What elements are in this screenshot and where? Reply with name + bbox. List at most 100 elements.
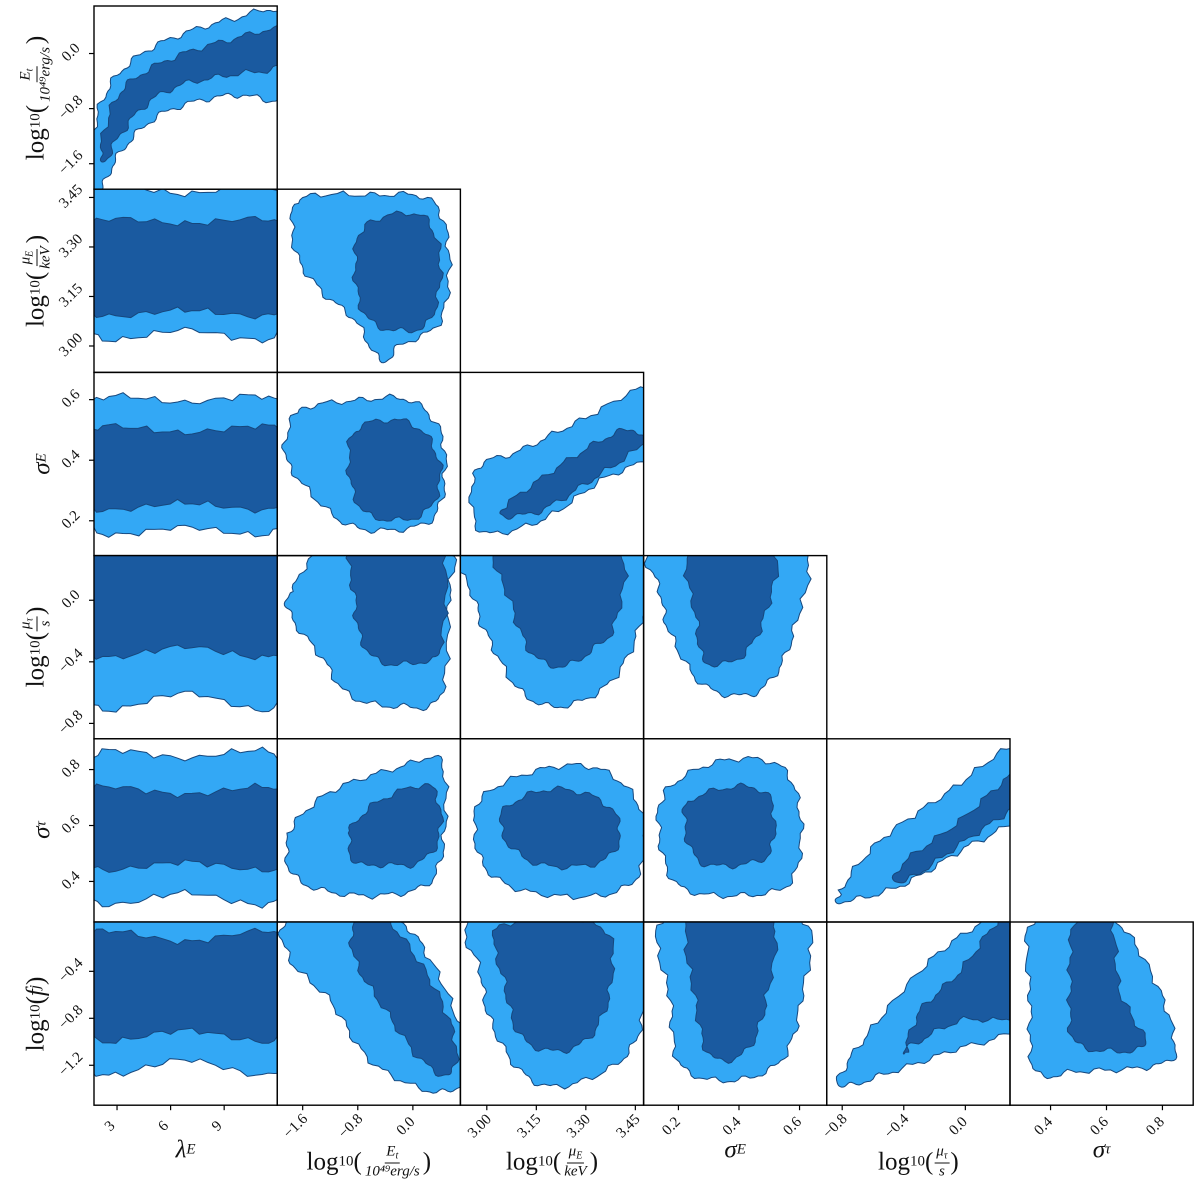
label-punct: ( <box>353 1148 362 1176</box>
fraction: μτ s <box>17 616 54 632</box>
label-part: 10⁴⁹erg/s <box>364 1163 420 1180</box>
fraction: Et 10⁴⁹erg/s <box>18 45 54 104</box>
fraction: μτ s <box>934 1143 950 1180</box>
label-part: E <box>576 1150 583 1162</box>
y-tick-label: 3.30 <box>56 231 86 261</box>
axis-label-log_muE: log 10(μE keV) <box>18 234 54 327</box>
label-part: 10 <box>27 112 44 128</box>
x-tick-label: 3.00 <box>465 1111 495 1141</box>
label-punct: ( <box>22 271 50 280</box>
contour-inner <box>94 555 278 661</box>
x-tick-label: 3.30 <box>564 1111 594 1141</box>
label-part: 10 <box>338 1153 354 1170</box>
label-part: f <box>22 988 50 996</box>
panel-log_fj-vs-sigma_tau <box>1023 922 1178 1080</box>
label-punct: ( <box>552 1148 562 1176</box>
label-part: keV <box>37 246 54 269</box>
axis-label-log_fj: log 10(f j) <box>22 976 50 1051</box>
x-tick-label: −0.8 <box>336 1111 367 1142</box>
x-tick-label: −0.8 <box>820 1111 851 1142</box>
label-part: 10 <box>27 1004 44 1020</box>
label-part: log <box>505 1148 538 1176</box>
contour-inner <box>345 418 444 522</box>
label-part: log <box>22 1019 50 1051</box>
contour-inner <box>94 215 278 320</box>
label-part: μ <box>936 1143 944 1160</box>
contour-inner <box>347 783 445 869</box>
contour-inner <box>345 555 449 667</box>
panel-log_fj-vs-log_Et <box>277 922 461 1094</box>
panel-sigma_tau-vs-lambda_E <box>94 746 278 909</box>
label-part: 10⁴⁹erg/s <box>37 46 54 102</box>
label-part: t <box>395 1150 399 1162</box>
y-tick-label: 0.2 <box>59 508 84 533</box>
contour-inner <box>491 922 616 1054</box>
label-punct: ( <box>22 995 50 1005</box>
panel-sigma_tau-vs-sigma_E <box>655 755 805 900</box>
panel-log_fj-vs-log_muE <box>464 922 644 1090</box>
panel-log_mutau-vs-sigma_E <box>643 555 812 699</box>
panel-sigma_E-vs-lambda_E <box>94 392 278 538</box>
y-tick-label: 0.0 <box>59 40 84 65</box>
panel-log_mutau-vs-log_muE <box>460 555 644 709</box>
panel-sigma_tau-vs-log_Et <box>284 754 450 900</box>
x-tick-label: 0.4 <box>720 1114 745 1139</box>
panel-log_fj-vs-sigma_E <box>654 922 814 1084</box>
y-tick-label: −0.8 <box>56 707 87 738</box>
label-part: 10 <box>537 1153 553 1170</box>
label-part: μ <box>568 1143 577 1160</box>
contour-inner <box>1065 922 1147 1054</box>
label-part: 10 <box>27 279 44 295</box>
label-punct: ) <box>22 976 50 985</box>
x-tick-label: 0.0 <box>394 1114 419 1139</box>
label-part: log <box>22 655 50 688</box>
label-part: j <box>27 984 44 989</box>
panel-log_mutau-vs-lambda_E <box>94 555 278 713</box>
panel-log_mutau-vs-log_Et <box>283 555 458 712</box>
contour-inner <box>99 25 278 163</box>
axis-label-log_mutau: log 10(μτ s) <box>878 1143 959 1180</box>
label-part: keV <box>564 1163 587 1180</box>
label-part: s <box>37 620 54 627</box>
label-part: 10 <box>909 1153 925 1170</box>
contour-inner <box>348 922 460 1077</box>
x-tick-label: 3.15 <box>515 1111 545 1141</box>
label-part: E <box>186 1141 196 1158</box>
panel-frame <box>1009 921 1194 1106</box>
axis-label-log_Et: log 10(Et 10⁴⁹erg/s) <box>18 35 54 159</box>
contour-inner <box>683 922 779 1064</box>
label-part: μ <box>17 621 34 630</box>
axis-label-log_mutau: log 10(μτ s) <box>17 607 54 688</box>
label-part: σ <box>28 462 56 475</box>
label-punct: ( <box>924 1148 934 1176</box>
fraction: μE keV <box>18 244 54 270</box>
label-punct: ) <box>22 234 50 244</box>
x-tick-label: 0.2 <box>659 1114 684 1139</box>
label-punct: ) <box>422 1148 432 1176</box>
label-part: E <box>24 250 36 257</box>
label-part: E <box>33 453 50 463</box>
label-part: t <box>24 68 36 71</box>
label-punct: ( <box>22 632 50 641</box>
y-tick-label: −0.8 <box>56 1002 87 1033</box>
x-tick-label: 3 <box>102 1118 119 1135</box>
x-tick-label: 6 <box>155 1118 172 1135</box>
y-tick-label: −0.8 <box>56 93 87 124</box>
contour-inner <box>681 782 777 870</box>
label-part: τ <box>943 1150 948 1162</box>
y-tick-label: 3.45 <box>56 182 86 212</box>
contour-inner <box>94 927 278 1044</box>
y-tick-label: 0.6 <box>59 812 84 837</box>
x-tick-label: 0.0 <box>946 1114 971 1139</box>
x-tick-label: 0.6 <box>780 1114 805 1139</box>
y-tick-label: −1.6 <box>56 147 87 178</box>
panel-sigma_E-vs-log_muE <box>468 386 644 536</box>
axis-label-log_muE: log 10(μE keV) <box>505 1143 598 1180</box>
x-tick-label: 3.45 <box>614 1111 644 1141</box>
y-tick-label: 3.00 <box>56 330 86 360</box>
label-part: log <box>22 294 50 327</box>
y-tick-label: 0.4 <box>59 447 84 472</box>
